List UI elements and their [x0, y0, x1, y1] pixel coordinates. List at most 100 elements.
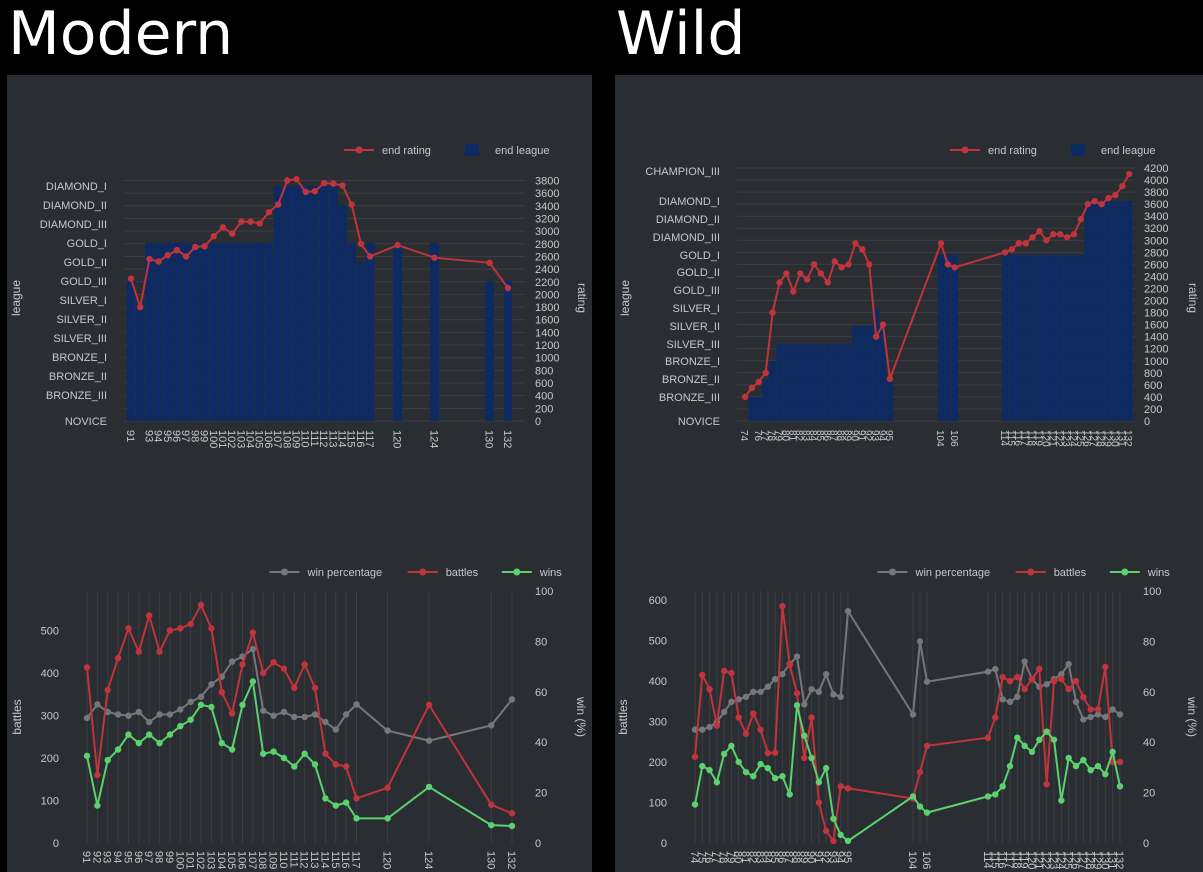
x-tick-label: 90: [805, 851, 817, 863]
win-percentage-series-point-24: [923, 678, 931, 685]
league-bar: [283, 186, 292, 421]
rating-series-point-36: [1077, 216, 1085, 223]
battles-tick-label: 300: [649, 717, 667, 729]
battles-series-point-3: [114, 654, 122, 662]
x-tick-label: 132: [1122, 430, 1133, 447]
league-bar: [886, 379, 894, 421]
wins-series-point-37: [1072, 762, 1080, 770]
battles-series-line: [694, 606, 1120, 844]
rating-series-point-24: [951, 264, 958, 271]
win-percentage-series-point-16: [808, 686, 815, 693]
battles-series-point-41: [1102, 663, 1109, 671]
wins-series-point-14: [793, 702, 801, 709]
battles-series-point-14: [228, 710, 236, 717]
legend-label-wins: wins: [539, 567, 563, 579]
wins-series-point-24: [923, 809, 931, 816]
battles-series-point-21: [301, 661, 308, 668]
x-tick-label: 120: [1025, 851, 1037, 869]
x-tick-label: 88: [790, 851, 802, 863]
battles-series-point-5: [728, 669, 735, 677]
wins-series-point-11: [771, 775, 779, 782]
x-tick-label: 83: [754, 851, 766, 863]
battles-series-point-22: [311, 684, 319, 692]
rating-tick-label: 1000: [1144, 356, 1168, 368]
wins-series-point-19: [830, 815, 837, 822]
battles-series-point-31: [1028, 675, 1036, 683]
x-tick-label: 121: [1046, 430, 1057, 447]
battles-series-point-13: [786, 661, 793, 669]
x-tick-label: 84: [761, 851, 773, 863]
rating-series-point-40: [1105, 194, 1112, 202]
league-bar: [310, 186, 320, 421]
league-tick-label: BRONZE_I: [665, 356, 720, 368]
rating-series-point-1: [748, 384, 756, 392]
league-bar: [163, 243, 173, 421]
rating-series-point-17: [859, 246, 866, 253]
rating-tick-label: 800: [1144, 368, 1162, 380]
league-bar: [1015, 255, 1023, 421]
x-tick-label: 76: [752, 430, 763, 442]
rating-series-point-6: [182, 253, 190, 260]
win-percentage-series-point-5: [728, 698, 735, 706]
rating-series-point-15: [265, 208, 273, 216]
win-percentage-series-point-4: [125, 712, 132, 719]
x-tick-label: 123: [1047, 851, 1059, 869]
win-percentage-series-point-20: [837, 693, 844, 701]
rating-series-point-5: [776, 279, 783, 286]
win-percentage-series-point-23: [916, 638, 924, 645]
wins-series-point-30: [1021, 742, 1028, 750]
battles-series-point-9: [177, 625, 184, 632]
wins-series-point-0: [691, 801, 699, 808]
wins-series-point-27: [999, 783, 1006, 790]
rating-tick-label: 3400: [1144, 211, 1168, 223]
win-tick-label: 20: [535, 788, 547, 800]
battles-series-point-17: [815, 799, 823, 806]
legend-marker-win-percentage: [281, 568, 288, 576]
x-tick-label: 113: [326, 430, 338, 448]
league-bar: [154, 243, 163, 421]
battles-tick-label: 600: [649, 595, 667, 607]
x-tick-label: 121: [1032, 851, 1044, 869]
league-bar: [951, 255, 959, 421]
league-bar: [328, 186, 338, 421]
rating-tick-label: 1600: [1144, 320, 1168, 332]
league-bar: [338, 205, 347, 421]
wins-series-point-6: [735, 758, 742, 766]
rating-series-point-1: [136, 303, 144, 311]
league-bar: [1098, 201, 1105, 421]
rating-tick-label: 1200: [535, 340, 559, 352]
x-tick-label: 100: [173, 851, 185, 869]
win-tick-label: 0: [1143, 838, 1149, 850]
wins-series-point-17: [815, 779, 823, 786]
battles-tick-label: 200: [649, 757, 667, 769]
league-bar: [1008, 255, 1016, 421]
x-tick-label: 82: [793, 430, 804, 442]
x-tick-label: 87: [828, 430, 839, 442]
win-percentage-series-point-19: [830, 691, 837, 698]
win-percentage-series-point-11: [197, 693, 205, 701]
rating-series-point-28: [431, 254, 438, 261]
x-tick-label: 109: [290, 430, 302, 448]
rating-tick-label: 200: [1144, 404, 1162, 416]
wins-series-point-11: [197, 701, 205, 709]
league-tick-label: CHAMPION_III: [645, 166, 720, 178]
wins-series-point-26: [992, 791, 999, 798]
win-percentage-series-point-35: [1058, 670, 1065, 678]
win-percentage-series-point-28: [1006, 698, 1014, 706]
x-tick-label: 115: [988, 851, 1000, 869]
wins-series-point-13: [218, 739, 225, 747]
league-tick-label: NOVICE: [65, 416, 107, 428]
wins-series-point-14: [228, 746, 236, 753]
x-tick-label: 116: [339, 851, 351, 869]
rating-series-point-12: [238, 218, 245, 225]
rating-series-point-30: [1036, 228, 1043, 235]
x-tick-label: 98: [188, 430, 200, 442]
legend-marker-battles: [419, 568, 427, 576]
win-percentage-series-point-30: [508, 696, 516, 703]
battles-tick-label: 400: [649, 676, 667, 688]
league-tick-label: DIAMOND_I: [659, 196, 720, 208]
league-bar: [1001, 255, 1009, 421]
battles-series-point-23: [322, 750, 329, 757]
battles-series-point-18: [822, 827, 830, 835]
battles-series-point-8: [750, 710, 757, 717]
